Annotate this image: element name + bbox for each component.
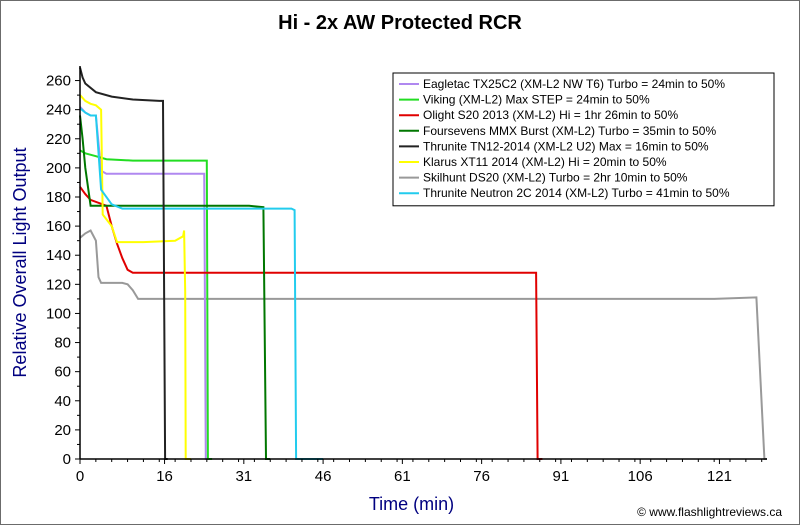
legend-entry: Thrunite TN12-2014 (XM-L2 U2) Max = 16mi…	[423, 139, 709, 153]
legend-entry: Olight S20 2013 (XM-L2) Hi = 1hr 26min t…	[423, 108, 678, 122]
x-tick-label: 121	[707, 468, 732, 485]
y-tick-label: 240	[46, 102, 71, 119]
x-tick-label: 46	[315, 468, 332, 485]
series-line-3	[79, 115, 271, 460]
y-tick-label: 180	[46, 189, 71, 206]
x-tick-label: 76	[473, 468, 490, 485]
y-tick-label: 40	[54, 393, 71, 410]
series-line-6	[79, 229, 767, 460]
y-tick-label: 80	[54, 335, 71, 352]
series-layer	[79, 67, 767, 460]
x-tick-label: 106	[628, 468, 653, 485]
x-ticks: 0 16 31 46 61 76 91 106 121	[76, 459, 763, 485]
y-tick-label: 160	[46, 218, 71, 235]
legend-entry: Viking (XM-L2) Max STEP = 24min to 50%	[423, 93, 650, 107]
y-tick-label: 140	[46, 247, 71, 264]
y-axis-label: Relative Overall Light Output	[10, 147, 30, 377]
legend: Eagletac TX25C2 (XM-L2 NW T6) Turbo = 24…	[392, 72, 775, 207]
legend-entry: Foursevens MMX Burst (XM-L2) Turbo = 35m…	[423, 124, 716, 138]
y-tick-label: 120	[46, 276, 71, 293]
x-tick-label: 91	[553, 468, 570, 485]
legend-box	[392, 72, 775, 207]
series-line-5	[79, 94, 191, 460]
x-tick-label: 61	[394, 468, 411, 485]
y-tick-label: 60	[54, 364, 71, 381]
series-line-2	[79, 186, 543, 460]
y-tick-label: 0	[63, 451, 71, 468]
y-tick-label: 100	[46, 305, 71, 322]
legend-entry: Skilhunt DS20 (XM-L2) Turbo = 2hr 10min …	[423, 171, 688, 185]
y-tick-label: 260	[46, 73, 71, 90]
x-axis-label: Time (min)	[369, 494, 454, 514]
series-line-4	[79, 67, 168, 460]
x-tick-label: 0	[76, 468, 84, 485]
y-tick-label: 220	[46, 131, 71, 148]
x-tick-label: 31	[235, 468, 252, 485]
legend-entry: Eagletac TX25C2 (XM-L2 NW T6) Turbo = 24…	[423, 77, 725, 91]
legend-entry: Thrunite Neutron 2C 2014 (XM-L2) Turbo =…	[423, 186, 730, 200]
chart-title: Hi - 2x AW Protected RCR	[278, 12, 522, 34]
y-tick-label: 20	[54, 422, 71, 439]
y-ticks: 0 20 40 60 80 100 120 140 160 180 200 220 240 260	[46, 73, 80, 468]
x-tick-label: 16	[156, 468, 173, 485]
series-line-1	[79, 149, 213, 460]
y-tick-label: 200	[46, 160, 71, 177]
legend-entry: Klarus XT11 2014 (XM-L2) Hi = 20min to 5…	[423, 155, 667, 169]
credit-text: © www.flashlightreviews.ca	[637, 505, 782, 519]
series-line-7	[79, 107, 324, 460]
